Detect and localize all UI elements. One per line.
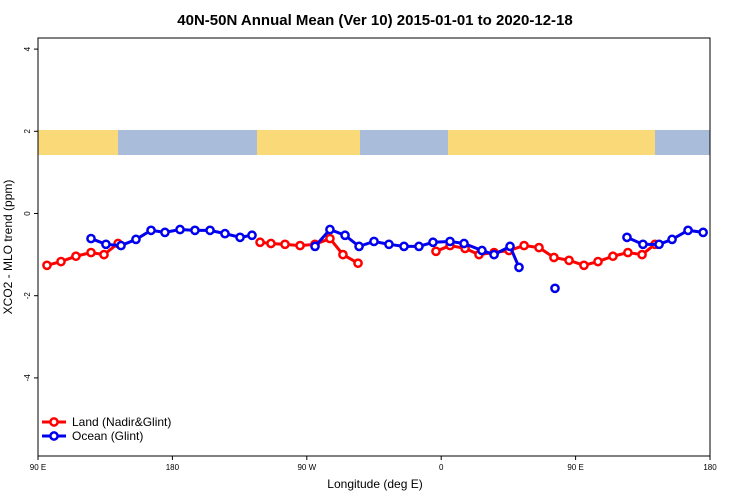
x-tick-label: 90 E — [567, 463, 583, 472]
data-point — [683, 225, 693, 236]
data-point — [431, 246, 441, 257]
data-point — [564, 255, 574, 266]
y-tick-label: 4 — [23, 46, 32, 51]
data-point — [235, 232, 245, 243]
data-point — [534, 242, 544, 253]
ocean-strip — [655, 130, 710, 155]
y-axis-label: XCO2 - MLO trend (ppm) — [1, 180, 15, 315]
data-point — [698, 227, 708, 238]
data-point — [255, 237, 265, 248]
data-point — [608, 251, 618, 262]
data-point — [71, 251, 81, 262]
y-tick-label: -4 — [23, 374, 32, 382]
data-point — [160, 227, 170, 238]
data-point — [637, 249, 647, 260]
x-axis-label: Longitude (deg E) — [327, 477, 422, 491]
data-point — [623, 247, 633, 258]
data-point — [99, 249, 109, 260]
data-point — [549, 252, 559, 263]
data-point — [428, 237, 438, 248]
data-point — [56, 256, 66, 267]
data-point — [622, 232, 632, 243]
data-point — [514, 262, 524, 273]
data-point — [190, 225, 200, 236]
data-point — [220, 228, 230, 239]
plot-frame — [37, 37, 711, 457]
data-point — [266, 238, 276, 249]
legend-marker — [49, 417, 59, 427]
map-band — [38, 130, 710, 155]
ocean-strip — [360, 130, 448, 155]
data-point — [325, 233, 335, 244]
data-point — [86, 247, 96, 258]
ocean-strip — [118, 130, 257, 155]
x-tick-label: 0 — [439, 463, 444, 472]
chart-title: 40N-50N Annual Mean (Ver 10) 2015-01-01 … — [177, 12, 572, 29]
data-point — [295, 240, 305, 251]
data-point — [550, 283, 560, 294]
data-point — [101, 239, 111, 250]
data-point — [205, 225, 215, 236]
data-point — [459, 238, 469, 249]
data-point — [579, 260, 589, 271]
data-point — [638, 239, 648, 250]
data-point — [116, 240, 126, 251]
data-point — [445, 236, 455, 247]
data-point — [86, 233, 96, 244]
x-tick-label: 90 W — [297, 463, 316, 472]
data-point — [247, 230, 257, 241]
data-point — [42, 260, 52, 271]
x-tick-label: 180 — [703, 463, 717, 472]
data-point — [505, 241, 515, 252]
data-point — [146, 225, 156, 236]
data-point — [477, 245, 487, 256]
data-point — [384, 239, 394, 250]
data-point — [325, 224, 335, 235]
y-tick-label: 0 — [23, 211, 32, 216]
data-point — [399, 241, 409, 252]
data-point — [310, 241, 320, 252]
y-tick-label: -2 — [23, 292, 32, 300]
legend-label: Ocean (Glint) — [72, 429, 143, 443]
data-point — [414, 241, 424, 252]
data-point — [489, 249, 499, 260]
data-point — [280, 239, 290, 250]
data-point — [354, 241, 364, 252]
data-point — [667, 234, 677, 245]
data-point — [131, 234, 141, 245]
x-tick-label: 90 E — [30, 463, 46, 472]
data-point — [353, 258, 363, 269]
data-point — [175, 224, 185, 235]
series-line — [90, 227, 704, 268]
legend-marker — [49, 431, 59, 441]
legend-label: Land (Nadir&Glint) — [72, 415, 171, 429]
data-point — [338, 249, 348, 260]
data-point — [654, 239, 664, 250]
y-tick-label: 2 — [23, 129, 32, 134]
data-point — [519, 240, 529, 251]
data-point — [593, 256, 603, 267]
x-tick-label: 180 — [166, 463, 180, 472]
data-point — [340, 230, 350, 241]
data-point — [369, 236, 379, 247]
